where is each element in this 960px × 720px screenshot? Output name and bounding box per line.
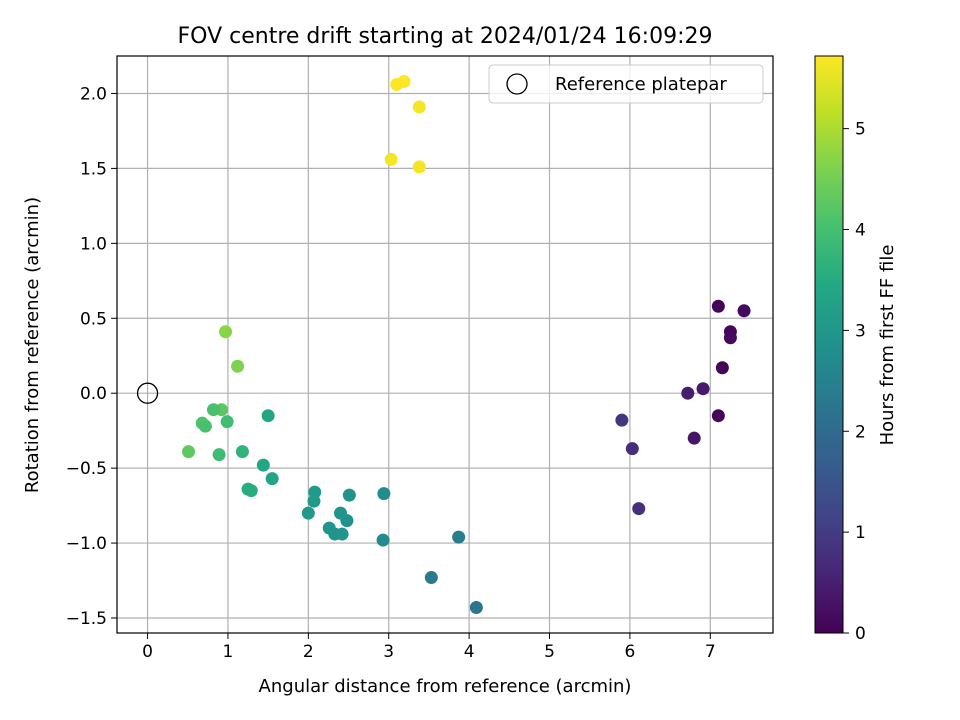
data-point [625, 442, 639, 456]
data-point [244, 484, 258, 498]
data-point [212, 448, 226, 462]
data-point [696, 382, 710, 396]
data-point [687, 431, 701, 445]
data-point [737, 304, 751, 318]
colorbar-label: Hours from first FF file [877, 245, 898, 446]
data-point [322, 521, 336, 535]
data-point [301, 506, 315, 520]
data-point [632, 502, 646, 516]
x-tick-label: 0 [142, 642, 153, 662]
data-point [265, 472, 279, 486]
colorbar-tick-label: 2 [855, 422, 866, 442]
data-point [261, 409, 275, 423]
x-tick-label: 6 [624, 642, 635, 662]
legend-entry-label: Reference platepar [555, 74, 727, 95]
colorbar-tick-label: 3 [855, 321, 866, 341]
x-axis-ticks: 0 1 2 3 4 5 6 7 [142, 633, 716, 662]
data-point [376, 533, 390, 547]
colorbar [814, 55, 844, 634]
legend-box [488, 64, 764, 104]
data-point [424, 571, 438, 585]
y-tick-label: 1.0 [80, 234, 107, 254]
data-points [182, 74, 751, 615]
data-point [412, 100, 426, 114]
x-tick-label: 5 [544, 642, 555, 662]
x-tick-label: 1 [223, 642, 234, 662]
data-point [681, 386, 695, 400]
y-tick-label: 2.0 [80, 84, 107, 104]
data-point [412, 160, 426, 174]
data-point [615, 413, 629, 427]
data-point [219, 325, 233, 339]
data-point [711, 299, 725, 313]
colorbar-tick-label: 0 [855, 624, 866, 644]
data-point [220, 415, 234, 429]
y-axis-ticks: −1.5 −1.0 −0.5 0.0 0.5 1.0 1.5 2.0 [66, 84, 117, 629]
x-tick-label: 4 [464, 642, 475, 662]
data-point [333, 506, 347, 520]
legend: Reference platepar [488, 64, 764, 104]
data-point [335, 527, 349, 541]
data-point [452, 530, 466, 544]
y-axis-label: Rotation from reference (arcmin) [22, 197, 43, 493]
colorbar-tick-label: 5 [855, 120, 866, 140]
colorbar-tick-label: 1 [855, 523, 866, 543]
plot-frame [116, 55, 774, 634]
data-point [711, 409, 725, 423]
data-point [723, 331, 737, 345]
y-tick-label: 0.0 [80, 384, 107, 404]
legend-marker-icon [506, 73, 528, 95]
data-point [231, 359, 245, 373]
data-point [206, 403, 220, 417]
chart-title: FOV centre drift starting at 2024/01/24 … [178, 24, 713, 49]
y-tick-label: −1.5 [66, 609, 107, 629]
data-point [469, 601, 483, 615]
x-axis-label: Angular distance from reference (arcmin) [259, 676, 632, 697]
grid-lines [117, 56, 773, 633]
data-point [182, 445, 196, 459]
data-point [342, 488, 356, 502]
x-tick-label: 7 [705, 642, 716, 662]
reference-marker [136, 382, 159, 404]
y-tick-label: 1.5 [80, 159, 107, 179]
y-tick-label: −0.5 [66, 459, 107, 479]
colorbar-tick-label: 4 [855, 221, 866, 241]
data-point [256, 458, 270, 472]
data-point [235, 445, 249, 459]
data-point [308, 485, 322, 499]
data-point [377, 487, 391, 501]
data-point [198, 419, 212, 433]
reference-point [136, 382, 159, 404]
colorbar-ticks: 0 1 2 3 4 5 [843, 120, 866, 644]
data-point [715, 361, 729, 375]
y-tick-label: −1.0 [66, 534, 107, 554]
data-point [397, 74, 411, 88]
x-tick-label: 2 [303, 642, 314, 662]
data-point [384, 152, 398, 166]
y-tick-label: 0.5 [80, 309, 107, 329]
x-tick-label: 3 [383, 642, 394, 662]
